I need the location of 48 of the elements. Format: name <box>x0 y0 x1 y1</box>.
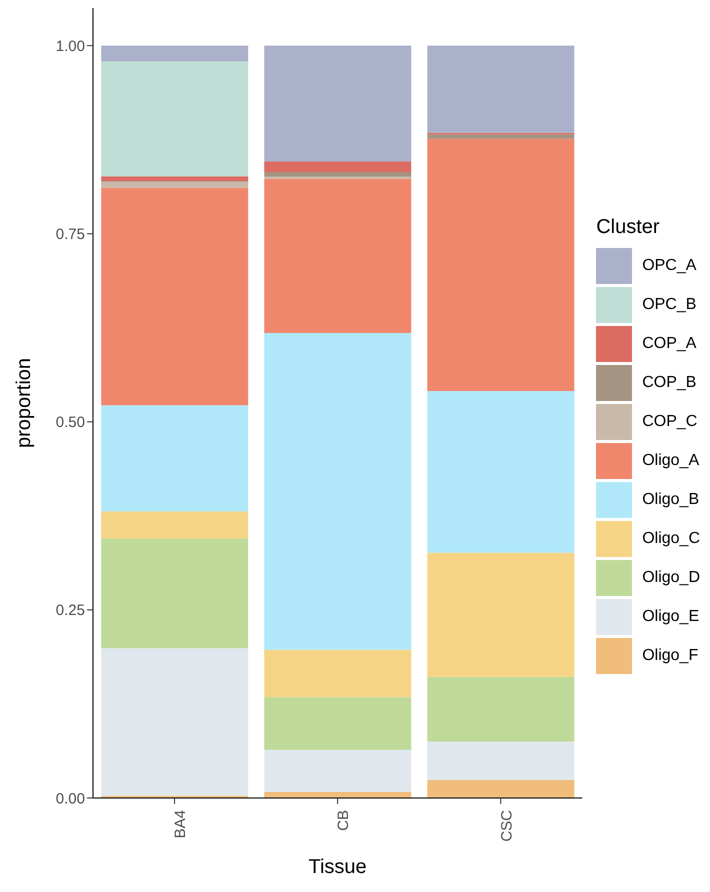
bar <box>101 538 248 648</box>
bar <box>264 750 412 792</box>
legend-label: COP_C <box>642 413 698 431</box>
legend-label: COP_A <box>642 335 696 353</box>
bar <box>264 792 412 798</box>
bar <box>101 182 248 188</box>
bar <box>264 172 412 177</box>
x-axis-title: Tissue <box>308 856 367 878</box>
bar <box>427 552 574 677</box>
bar <box>427 46 574 133</box>
bar <box>101 176 248 182</box>
bar <box>264 650 412 698</box>
bar <box>427 742 574 780</box>
x-tick-label: CSC <box>498 810 516 842</box>
bar <box>264 697 412 750</box>
bar <box>264 161 412 172</box>
legend-label: Oligo_D <box>642 569 700 587</box>
legend-label: OPC_A <box>642 257 696 275</box>
bar <box>264 333 412 650</box>
legend-label: Oligo_A <box>642 452 700 470</box>
bar <box>427 138 574 391</box>
bar <box>101 188 248 406</box>
legend-title: Cluster <box>596 216 661 238</box>
y-tick-label: 0.50 <box>56 414 85 432</box>
x-tick-label: BA4 <box>172 810 190 838</box>
legend-label: OPC_B <box>642 296 696 314</box>
legend-label: COP_B <box>642 374 696 392</box>
legend-label: Oligo_B <box>642 491 700 509</box>
bar <box>101 405 248 512</box>
y-tick-label: 0.75 <box>56 226 85 244</box>
legend-label: Oligo_F <box>642 647 698 665</box>
y-tick-label: 0.00 <box>56 790 85 808</box>
y-axis-title: proportion <box>13 358 36 448</box>
bar <box>427 134 574 139</box>
bar <box>101 46 248 62</box>
bar <box>101 648 248 796</box>
bar <box>264 178 412 334</box>
bar <box>101 511 248 538</box>
bar <box>264 46 412 162</box>
x-tick-label: CB <box>335 810 352 831</box>
bar <box>427 390 574 553</box>
y-tick-label: 1.00 <box>56 38 85 55</box>
y-tick-label: 0.25 <box>56 602 85 620</box>
bar <box>427 780 574 798</box>
bar <box>101 61 248 177</box>
bar <box>427 676 574 742</box>
legend-label: Oligo_C <box>642 530 700 548</box>
legend-label: Oligo_E <box>642 608 700 626</box>
